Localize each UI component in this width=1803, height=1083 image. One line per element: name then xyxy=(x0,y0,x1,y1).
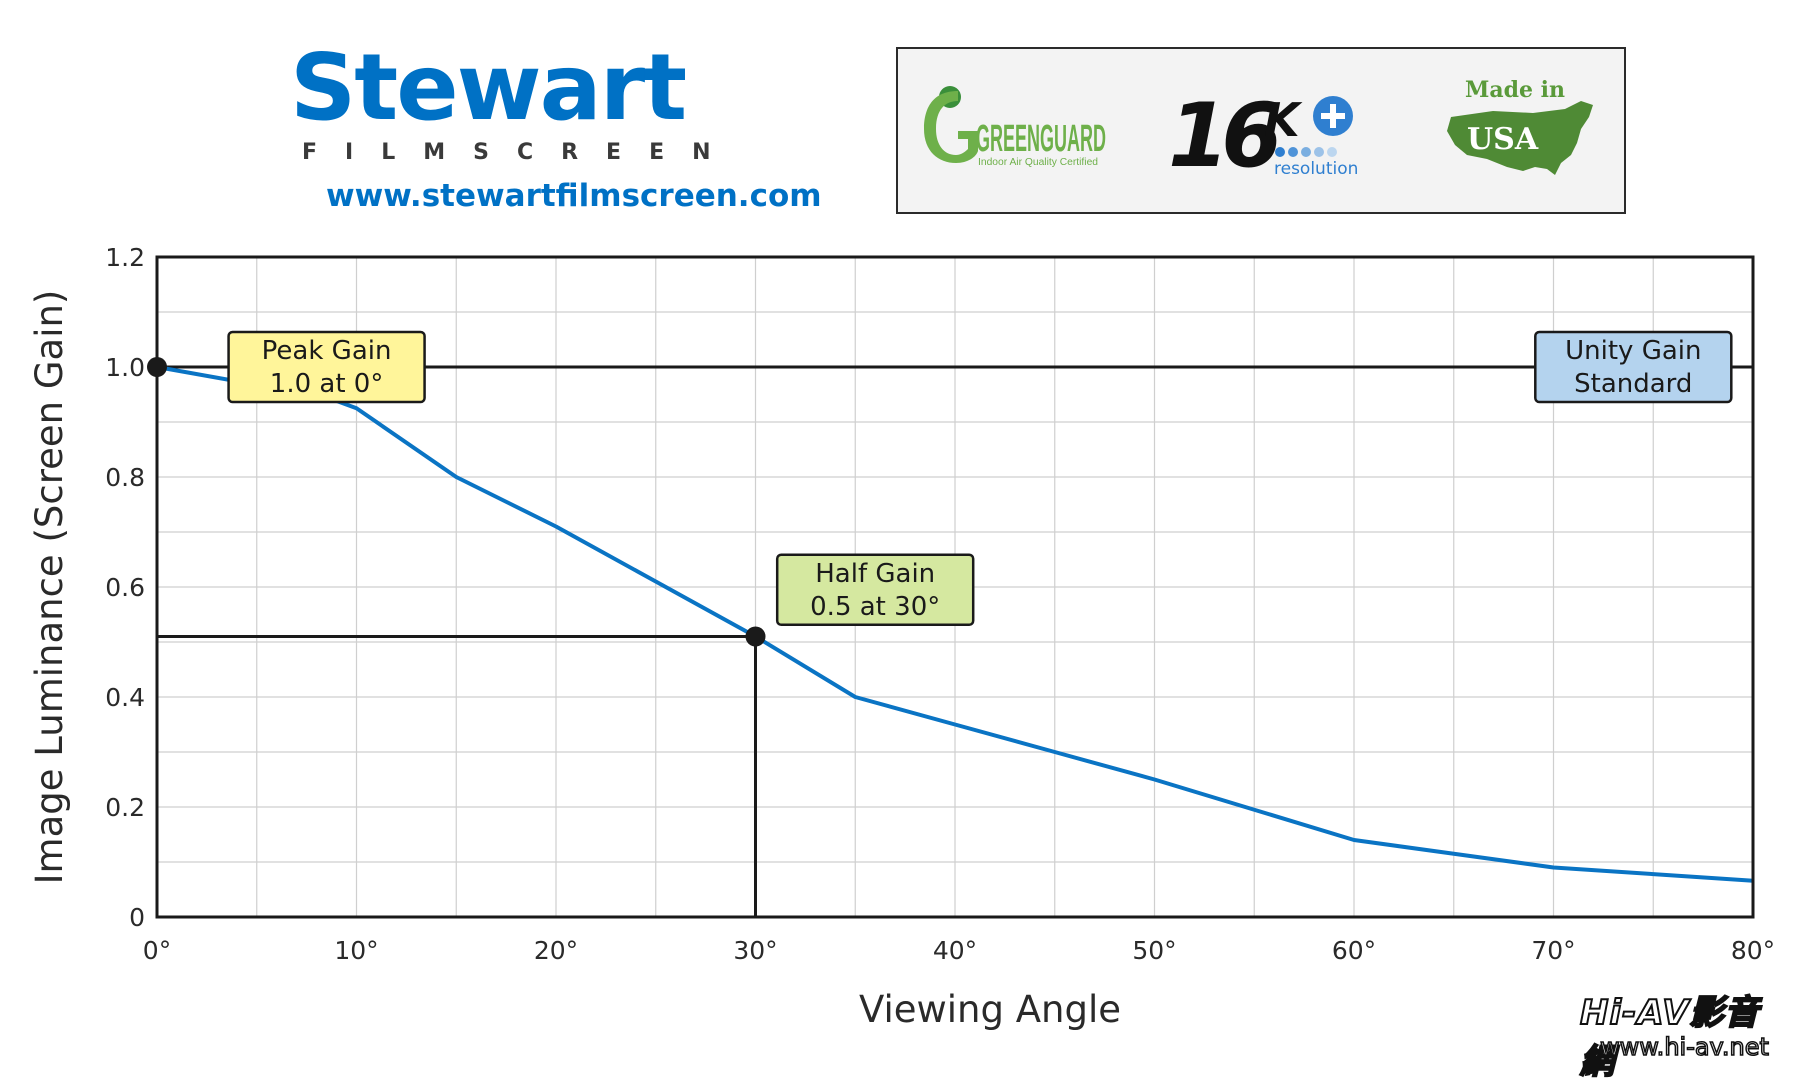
greenguard-subtext: Indoor Air Quality Certified xyxy=(978,157,1098,168)
x-tick-label: 10° xyxy=(334,936,378,965)
y-axis-label: Image Luminance (Screen Gain) xyxy=(28,290,71,885)
x-tick-label: 30° xyxy=(733,936,777,965)
brand-name: Stewart xyxy=(290,34,687,141)
y-tick-label: 0.6 xyxy=(105,573,145,602)
y-tick-label: 0.4 xyxy=(105,683,145,712)
made-in-text: Made in xyxy=(1465,77,1565,103)
watermark: Hi-AV影音網 www.hi-av.net xyxy=(1579,985,1790,1083)
tick-labels: 0° 10° 20° 30° 40° 50° 60° 70° 80° 0 0.2 0.4 0.6 0.8 1… xyxy=(105,243,1775,965)
usa-text: USA xyxy=(1467,122,1539,157)
annotation-text: Half Gain xyxy=(815,559,935,589)
x-tick-label: 60° xyxy=(1332,936,1376,965)
annotation-box xyxy=(1534,330,1733,404)
brand-url: www.stewartfilmscreen.com xyxy=(326,178,822,214)
y-tick-label: 1.0 xyxy=(105,353,145,382)
x-tick-label: 0° xyxy=(143,936,171,965)
made-in-usa-logo: Made in USA xyxy=(1447,77,1593,175)
x-tick-label: 70° xyxy=(1531,936,1575,965)
brand-subtitle: FILMSCREEN xyxy=(302,140,739,165)
data-marker-1 xyxy=(745,626,766,647)
y-tick-label: 0.8 xyxy=(105,463,145,492)
greenguard-text: GREENGUARD xyxy=(976,118,1106,160)
x-tick-label: 20° xyxy=(534,936,578,965)
brand-logo: Stewart FILMSCREEN www.stewartfilmscreen… xyxy=(290,38,830,218)
resolution-text: resolution xyxy=(1274,159,1358,179)
x-tick-label: 50° xyxy=(1132,936,1176,965)
y-tick-label: 1.2 xyxy=(105,243,145,272)
annotation-box xyxy=(775,553,975,626)
annotation-text: Peak Gain xyxy=(262,336,392,366)
x-axis-label: Viewing Angle xyxy=(859,988,1121,1031)
k-text: K xyxy=(1264,93,1303,147)
x-tick-label: 40° xyxy=(933,936,977,965)
annotation-text: Standard xyxy=(1574,369,1692,399)
annotation-text: 0.5 at 30° xyxy=(810,592,940,622)
certification-box: GREENGUARD Indoor Air Quality Certified … xyxy=(896,47,1626,214)
y-tick-label: 0.2 xyxy=(105,793,145,822)
16k-resolution-logo: 16 K resolution xyxy=(1168,84,1358,184)
annotation-text: 1.0 at 0° xyxy=(270,369,384,399)
series-layer xyxy=(156,365,1754,883)
16k-text: 16 xyxy=(1168,84,1280,184)
watermark-url: www.hi-av.net xyxy=(1599,1032,1769,1062)
y-tick-label: 0 xyxy=(129,903,145,932)
annotation-text: Unity Gain xyxy=(1565,336,1701,366)
greenguard-logo: GREENGUARD Indoor Air Quality Certified xyxy=(924,86,1106,168)
series-line-0 xyxy=(156,365,1754,883)
plot-frame xyxy=(155,255,1755,919)
x-tick-label: 80° xyxy=(1731,936,1775,965)
annotation-box xyxy=(227,330,426,404)
